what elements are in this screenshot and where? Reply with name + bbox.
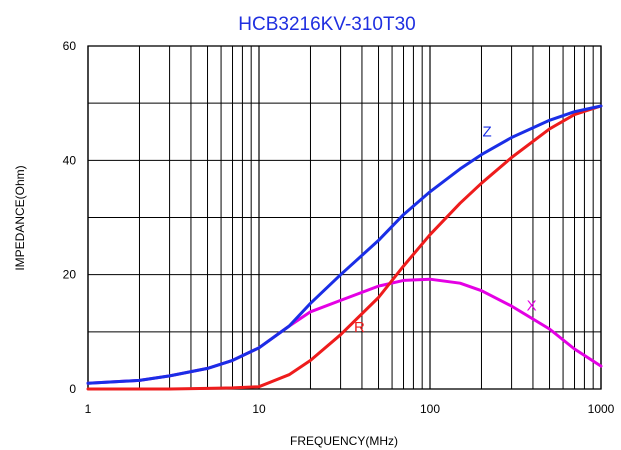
y-tick-labels: 0 20 40 60 (63, 39, 77, 396)
x-tick-labels: 1 10 100 1000 (85, 402, 615, 416)
series-line-z (86, 104, 603, 385)
series-label-z: Z (483, 124, 492, 141)
series-line-r (86, 104, 603, 391)
chart-title: HCB3216KV-310T30 (238, 14, 415, 35)
y-axis-label: IMPEDANCE(Ohm) (13, 165, 27, 270)
series-label-r: R (354, 319, 365, 336)
x-tick-label: 10 (252, 402, 266, 416)
series-label-x: X (527, 297, 537, 314)
y-tick-label: 0 (69, 382, 76, 396)
y-tick-label: 60 (63, 39, 77, 53)
y-tick-label: 20 (63, 268, 77, 282)
x-axis-label: FREQUENCY(MHz) (290, 434, 398, 448)
x-tick-label: 100 (420, 402, 440, 416)
series-lines (86, 104, 603, 391)
series-labels: Z R X (354, 124, 537, 336)
y-tick-label: 40 (63, 153, 77, 167)
plot-frame (87, 45, 602, 390)
x-tick-label: 1000 (588, 402, 615, 416)
x-tick-label: 1 (85, 402, 92, 416)
grid (87, 45, 602, 390)
